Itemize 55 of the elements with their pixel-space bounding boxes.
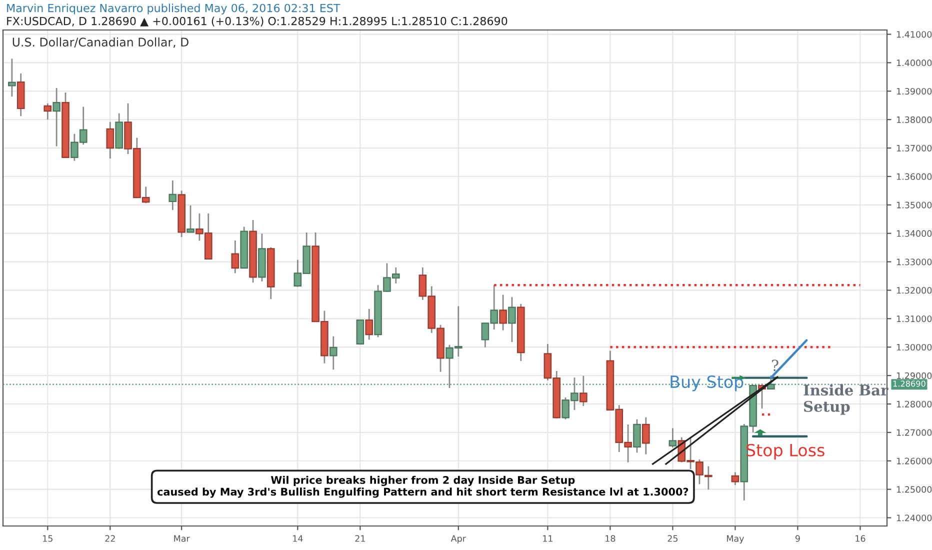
candlestick bbox=[52, 87, 60, 148]
x-tick-label: 18 bbox=[606, 535, 616, 542]
chart-title: Marvin Enriquez Navarro published May 06, 2016 02:31 EST bbox=[7, 4, 340, 14]
x-tick-label: 11 bbox=[543, 535, 552, 542]
candlestick bbox=[580, 375, 588, 407]
x-tick-label: Mar bbox=[174, 535, 190, 542]
y-tick-label: 1.40000 bbox=[896, 60, 932, 66]
x-tick-label: 21 bbox=[355, 535, 365, 542]
y-tick-label: 1.27000 bbox=[896, 429, 932, 436]
candlestick bbox=[106, 121, 114, 160]
y-tick-label: 1.29000 bbox=[896, 372, 932, 379]
y-tick-label: 1.30000 bbox=[896, 344, 932, 351]
y-tick-label: 1.36000 bbox=[896, 173, 932, 180]
candlestick bbox=[633, 418, 641, 454]
y-tick-label: 1.37000 bbox=[896, 144, 932, 152]
candlestick bbox=[731, 472, 740, 486]
candlestick bbox=[186, 204, 194, 234]
y-tick-label: 1.26000 bbox=[896, 458, 932, 464]
x-tick-label: 14 bbox=[293, 535, 303, 542]
x-tick-label: 25 bbox=[668, 535, 678, 542]
candlestick bbox=[767, 375, 775, 390]
y-tick-label: 1.41000 bbox=[896, 31, 932, 38]
annotation: ? bbox=[772, 360, 778, 372]
x-tick-label: May bbox=[727, 535, 744, 544]
x-tick-label: 22 bbox=[105, 535, 115, 542]
candlestick bbox=[168, 180, 177, 211]
candlestick bbox=[642, 416, 650, 456]
candlestick bbox=[499, 294, 507, 332]
candlestick bbox=[8, 58, 16, 98]
y-tick-label: 1.32000 bbox=[896, 287, 932, 294]
y-tick-label: 1.33000 bbox=[896, 258, 932, 266]
y-tick-label: 1.39000 bbox=[896, 88, 932, 95]
annotation: Wil price breaks higher from 2 day Inside Bar Setup caused by May 3rd's Bullish Engulfing Pattern and hit short term Resistance lvl at 1.3000? bbox=[157, 476, 688, 498]
y-tick-label: 1.31000 bbox=[896, 316, 932, 322]
y-tick-label: 1.34000 bbox=[896, 230, 932, 237]
candlestick bbox=[329, 336, 338, 370]
candlestick bbox=[44, 102, 52, 120]
ref-line-label: 1.28690 bbox=[893, 380, 926, 387]
x-tick-label: 16 bbox=[856, 535, 866, 542]
annotation: Buy Stop bbox=[670, 375, 744, 392]
x-tick-label: Apr bbox=[450, 535, 466, 544]
chart-subtitle: FX:USDCAD, D 1.28690 ▲ +0.00161 (+0.13%) O:1.28529 H:1.28995 L:1.28510 C:1.28690 bbox=[7, 16, 508, 27]
x-tick-label: 15 bbox=[43, 535, 52, 542]
candlestick bbox=[356, 318, 364, 346]
candlestick bbox=[508, 296, 516, 343]
y-tick-label: 1.24000 bbox=[896, 514, 932, 522]
y-tick-label: 1.28000 bbox=[896, 400, 932, 408]
y-tick-label: 1.38000 bbox=[896, 116, 932, 124]
x-tick-label: 9 bbox=[795, 535, 800, 542]
candlestick bbox=[365, 308, 374, 340]
candlestick bbox=[668, 427, 677, 448]
candlestick bbox=[231, 240, 240, 274]
y-tick-label: 1.35000 bbox=[896, 202, 932, 208]
annotation: U.S. Dollar/Canadian Dollar, D bbox=[12, 37, 188, 48]
y-tick-label: 1.25000 bbox=[896, 486, 932, 493]
